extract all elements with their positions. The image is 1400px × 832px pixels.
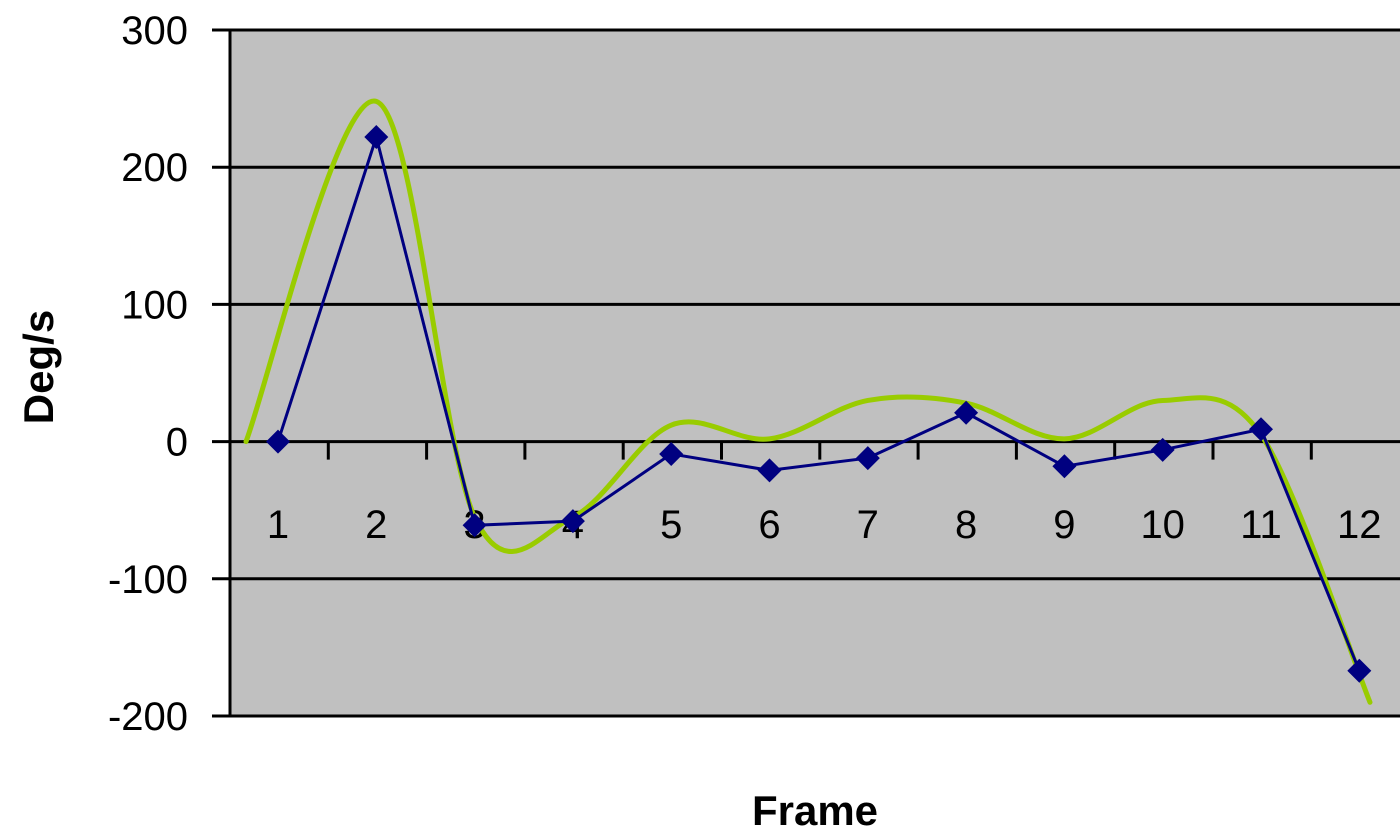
series-line <box>276 131 1361 672</box>
data-point <box>855 446 880 471</box>
trendline-curve <box>243 98 1373 705</box>
data-point <box>757 458 782 483</box>
data-point <box>462 513 487 538</box>
data-point <box>954 400 979 425</box>
y-tick-labels: 300 200 100 0 -100 -200 <box>108 9 188 739</box>
data-series <box>266 125 1372 683</box>
data-point <box>1347 658 1372 683</box>
data-point <box>1052 454 1077 479</box>
x-tick-label: 1 <box>267 503 289 547</box>
y-tick-label: 0 <box>166 421 188 465</box>
plot-area <box>230 30 1400 716</box>
x-tick-label: 9 <box>1053 503 1075 547</box>
x-tick-label: 7 <box>857 503 879 547</box>
y-tick-label: -100 <box>108 558 188 602</box>
y-tick-label: 300 <box>121 9 188 53</box>
gridlines <box>230 28 1400 718</box>
x-tick-label: 10 <box>1140 503 1185 547</box>
data-point <box>266 429 290 454</box>
y-tick-label: 100 <box>121 283 188 327</box>
x-tick-label: 2 <box>365 503 387 547</box>
data-point <box>364 125 389 150</box>
data-point <box>560 509 585 534</box>
x-tick-label: 12 <box>1337 503 1382 547</box>
trendline <box>243 98 1373 705</box>
x-tick-label: 11 <box>1240 503 1282 547</box>
y-axis-title: Deg/s <box>15 310 62 424</box>
x-tick-label: 5 <box>660 503 682 547</box>
y-tick-label: -200 <box>108 695 188 739</box>
x-tick-label: 6 <box>758 503 780 547</box>
data-point <box>1249 417 1273 442</box>
data-point <box>1150 437 1175 462</box>
data-point <box>659 441 684 466</box>
x-axis-title: Frame <box>752 787 878 832</box>
x-tick-label: 8 <box>955 503 977 547</box>
y-tick-label: 200 <box>121 146 188 190</box>
